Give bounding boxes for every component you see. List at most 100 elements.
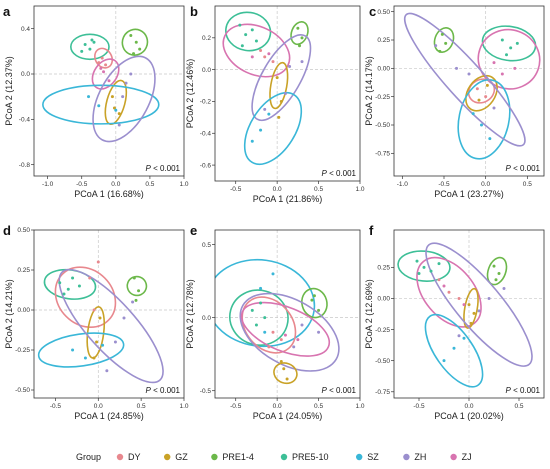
point-gz [92,356,96,360]
point-pre5-10 [250,308,254,312]
x-axis-title: PCoA 1 (20.02%) [434,411,504,421]
ellipse-pre1-4 [290,21,309,46]
zero-lines [34,230,184,398]
point-gz [275,76,279,80]
panel-letter: b [190,4,198,19]
ellipses [403,12,541,160]
point-pre5-10 [254,323,258,327]
x-tick-label: 1.0 [179,403,188,410]
point-pre5-10 [422,265,426,269]
y-tick-label: -0.8 [19,162,31,169]
point-dy [447,290,451,294]
point-zh [467,72,471,76]
point-pre5-10 [244,33,248,37]
y-tick-label: 0.25 [17,267,30,274]
point-zj [102,70,106,74]
y-tick-label: -0.2 [200,99,212,106]
point-pre1-4 [134,298,138,302]
panel-letter: a [3,4,11,19]
point-zh [124,81,128,85]
point-pre5-10 [90,38,94,42]
point-gz [110,95,114,99]
point-zh [487,296,491,300]
point-sz [442,359,446,363]
y-tick-label: 0.25 [377,37,390,44]
point-dy [279,338,283,342]
point-dy [88,276,92,280]
ellipses [215,258,340,385]
point-dy [96,260,100,264]
points [250,272,321,381]
zero-lines [34,6,184,176]
point-gz [282,367,286,371]
ellipse-zh [403,12,526,147]
y-tick-label: 0.50 [377,9,390,16]
point-pre1-4 [137,289,141,293]
point-pre5-10 [437,262,441,266]
x-tick-label: 0.0 [111,181,120,188]
point-sz [259,286,263,290]
ellipse-gz [465,74,498,112]
y-tick-label: -0.25 [15,347,30,354]
ellipse-zh [58,268,164,384]
ellipses [42,28,160,143]
ellipse-gz [273,362,298,385]
plot-frame [33,229,185,399]
point-sz [471,112,475,116]
point-pre1-4 [492,264,496,268]
x-axis-title: PCoA 1 (24.05%) [253,411,323,421]
point-zh [300,60,304,64]
x-tick-label: -0.5 [50,403,62,410]
ellipse-pre1-4 [433,27,455,53]
point-gz [277,115,281,119]
point-pre1-4 [317,308,321,312]
point-dy [457,296,461,300]
point-sz [97,104,101,108]
panel-f: -0.5 0.0 0.5 -0.75 -0.50 -0.25 0.00 0.25 PCoA 1 … [364,223,545,421]
point-gz [467,303,471,307]
point-zj [442,284,446,288]
y-axis-title: PCoA 2 (12.46%) [185,59,195,129]
legend-swatch [116,453,124,461]
p-value: P < 0.001 [146,164,181,173]
point-zj [267,52,271,56]
p-value: P < 0.001 [322,169,357,178]
point-pre1-4 [438,49,442,53]
ellipse-sz [37,332,125,368]
point-pre5-10 [509,46,513,50]
ellipse-zj [222,23,291,78]
ellipse-sz [424,313,484,388]
legend-swatch [211,453,218,461]
point-pre5-10 [417,272,421,276]
point-dy [437,278,441,282]
x-tick-label: 0.5 [137,403,146,410]
point-sz [263,330,267,334]
x-tick-label: 0.0 [464,403,473,410]
x-tick-label: 1.0 [355,186,364,193]
ellipse-zh [251,34,312,122]
points [238,23,304,143]
legend-title: Group [76,452,101,462]
point-pre1-4 [134,40,138,44]
point-pre1-4 [132,276,136,280]
y-axis-title: PCoA 2 (12.37%) [4,56,14,126]
point-pre5-10 [250,28,254,32]
point-sz [271,272,275,276]
point-sz [71,348,75,352]
point-pre1-4 [296,26,300,30]
x-tick-label: 0.0 [273,403,282,410]
points [415,259,506,363]
point-pre5-10 [259,301,263,305]
point-gz [472,311,476,315]
point-pre5-10 [66,287,70,291]
ellipse-pre5-10 [481,25,537,62]
ellipse-pre1-4 [301,287,328,319]
point-pre5-10 [77,284,81,288]
y-axis-title: PCoA 2 (12.69%) [364,279,374,349]
points [80,33,142,127]
point-zj [283,333,287,337]
legend-swatch [403,453,410,461]
point-zh [477,309,481,313]
y-tick-label: -0.75 [375,151,390,158]
ellipse-sz [457,79,511,160]
